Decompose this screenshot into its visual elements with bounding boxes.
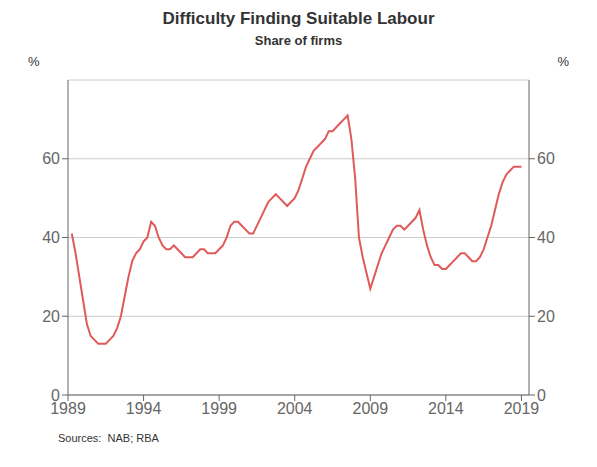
svg-text:2004: 2004: [277, 400, 313, 417]
svg-text:20: 20: [42, 308, 60, 325]
svg-text:2014: 2014: [428, 400, 464, 417]
html-text:Difficulty Finding Suitable La: Difficulty Finding Suitable Labour: [162, 9, 435, 28]
html-text:Share of firms: Share of firms: [254, 33, 343, 48]
svg-text:60: 60: [537, 150, 555, 167]
svg-text:1994: 1994: [126, 400, 162, 417]
html-text:Sources: NAB; RBA: Sources: NAB; RBA: [58, 432, 159, 444]
svg-text:2019: 2019: [504, 400, 540, 417]
svg-text:60: 60: [42, 150, 60, 167]
svg-text:1999: 1999: [201, 400, 237, 417]
svg-text:1989: 1989: [50, 400, 86, 418]
svg-text:2009: 2009: [352, 400, 388, 417]
svg-text:20: 20: [537, 308, 555, 325]
svg-text:0: 0: [537, 387, 546, 404]
svg-text:0: 0: [51, 387, 60, 404]
svg-text:40: 40: [42, 229, 60, 246]
svg-text:40: 40: [537, 229, 555, 246]
